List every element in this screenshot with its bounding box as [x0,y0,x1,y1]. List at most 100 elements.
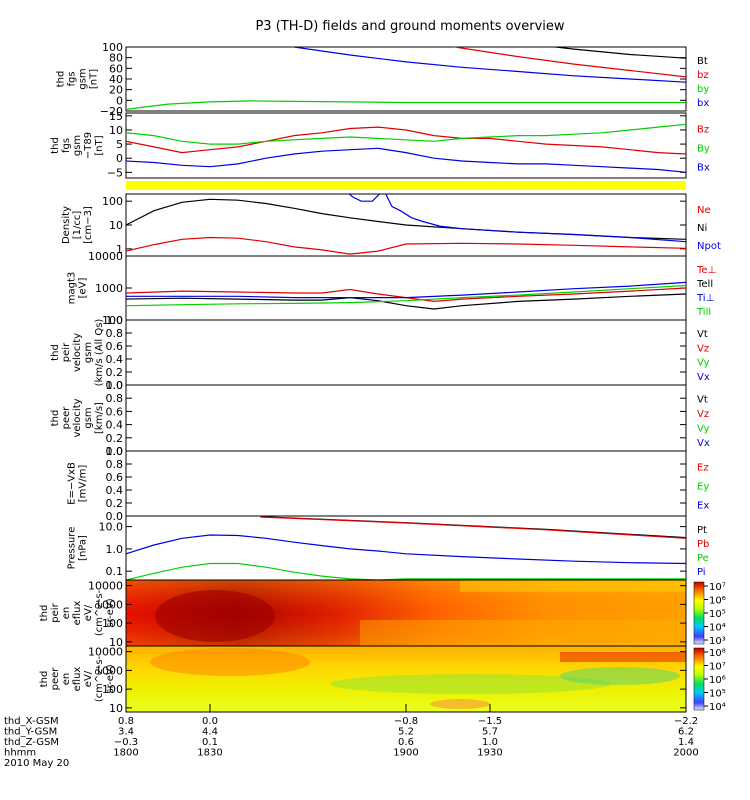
series-Tell [126,293,686,310]
y-tick-label: 10 [109,636,123,649]
series-Bx [126,147,686,173]
y-tick-label: 10 [109,124,123,137]
y-axis-label: gsm [83,342,94,363]
y-tick-label: 100 [102,683,123,696]
x-row-value: 5.2 [398,727,414,738]
x-row-value: 1800 [113,748,138,759]
y-axis-label: velocity [72,398,83,437]
legend-entry: Te⊥ [696,265,716,276]
series-Pb [260,516,686,539]
legend-entry: Vz [697,409,709,420]
y-tick-label: 0.2 [106,497,124,510]
x-row-value: −1.5 [478,716,502,727]
panel-peir_eflux: 10000 1000 100 10 thd peir en eflux eV/(cm^2-s-s… [39,579,726,649]
y-tick-label: 0.8 [106,392,124,405]
y-tick-label: 0.4 [106,484,124,497]
y-axis-label: −T89 [83,132,94,159]
legend-entry: Vt [697,394,708,405]
series-Bz [126,126,686,155]
x-row-value: 4.4 [202,727,218,738]
y-tick-label: 0.6 [106,340,124,353]
y-tick-label: 10000 [88,580,123,593]
legend-entry: Ez [697,463,709,474]
y-axis-label: [km/s] [94,402,105,434]
legend-entry: Npot [697,241,721,252]
y-tick-label: 80 [109,52,123,65]
y-tick-label: 20 [109,84,123,97]
colorbar-tick-label: 10⁷ [709,582,726,593]
x-row-label: thd_Z-GSM [4,737,59,748]
series-Npot [348,194,686,243]
legend-entry: Vy [697,358,710,369]
legend-entry: Ti⊥ [696,293,714,304]
y-tick-label: 0.2 [106,432,124,445]
y-axis-label: velocity [72,333,83,372]
heatmap-lowband [360,620,686,646]
y-axis-label: peer [61,406,72,430]
y-tick-label: 0.0 [106,510,124,523]
y-tick-label: 10 [109,702,123,715]
series-Pe [126,562,686,580]
x-row-value: −0.3 [114,737,138,748]
legend-entry: Bz [697,125,709,136]
x-row-value: 5.7 [482,727,498,738]
legend-entry: Vt [697,329,708,340]
y-tick-label: 10.0 [99,521,124,534]
y-axis-label: sr-eV) [105,598,116,627]
colorbar-tick-label: 10⁶ [709,675,726,686]
legend-entry: Tell [696,279,713,290]
y-tick-label: 0.2 [106,366,124,379]
legend-entry: bx [697,98,709,109]
y-tick-label: 15 [109,110,123,123]
colorbar-tick-label: 10⁴ [709,623,726,634]
x-row-label: thd_Y-GSM [4,727,57,738]
colorbar [693,581,705,645]
y-tick-label: 0 [116,152,123,165]
x-row-label: thd_X-GSM [4,716,59,727]
y-axis-label: [eV] [78,278,89,299]
heatmap-hotspot [150,648,310,676]
y-tick-label: 100 [102,314,123,327]
y-axis-label: (km/s (All Qs) [94,319,105,387]
y-tick-label: 1.0 [106,314,124,327]
series-Ni [126,198,686,240]
x-row-value: −0.8 [394,716,418,727]
legend-entry: Pb [697,539,709,550]
y-axis-label: gsm [83,407,94,428]
panel-frame [125,112,687,179]
y-axis-label: eV/ [83,604,94,621]
x-row-value: 1900 [393,748,418,759]
y-tick-label: 0.1 [106,565,124,578]
y-tick-label: 100 [102,195,123,208]
y-axis-label: (cm^2-s- [94,589,105,636]
y-axis-label: peir [61,342,72,362]
legend-entry: Vx [697,372,710,383]
y-tick-label: 1000 [95,598,123,611]
panel-magt3: 10000 1000 100 magt3 [eV] Te⊥ Tell Ti⊥ Till [67,250,717,327]
y-axis-label: [nT] [94,135,105,155]
y-axis-label: Pressure [67,527,78,570]
chart-title-text: P3 (TH-D) fields and ground moments over… [255,19,564,34]
y-tick-label: 0.0 [106,445,124,458]
y-tick-label: 0.0 [106,379,124,392]
y-tick-label: 0.4 [106,353,124,366]
y-axis-label: eflux [72,667,83,692]
y-axis-label: [cm−3] [83,206,94,244]
legend-entry: Ex [697,501,709,512]
x-row-value: 0.6 [398,737,414,748]
colorbar-tick-label: 10⁴ [709,702,726,713]
y-axis-label: fgs [67,71,78,86]
colorbar-tick-label: 10³ [709,636,726,647]
legend-entry: Vy [697,423,710,434]
x-date: 2010 May 20 [4,758,69,769]
colorbar-tick-label: 10⁵ [709,609,726,620]
panel-pressure: 10.0 1.0 0.1 Pressure [nPa] Pt Pb Pe Pi [67,515,709,581]
series-Till [126,284,686,307]
legend-entry: Till [696,307,711,318]
x-row-value: −2.2 [674,716,698,727]
x-row-value: 0.0 [202,716,218,727]
y-tick-label: 1.0 [106,543,124,556]
